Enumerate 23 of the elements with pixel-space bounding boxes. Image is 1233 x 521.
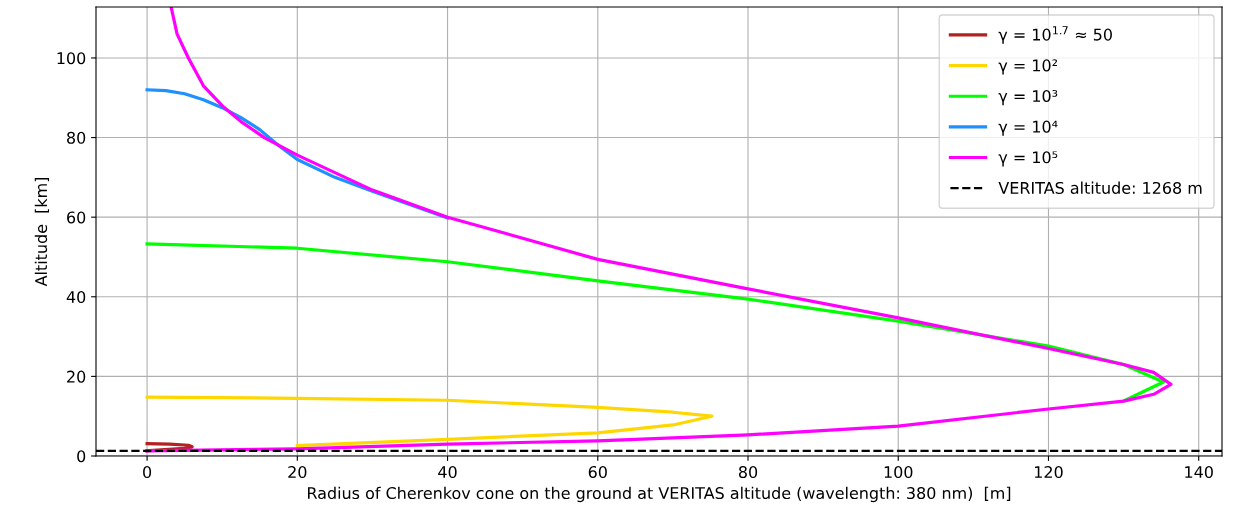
line-series	[145, 395, 714, 448]
x-tick-label: 60	[588, 466, 607, 479]
x-tick-label: 40	[438, 466, 457, 479]
x-axis-title: Radius of Cherenkov cone on the ground at VERITAS altitude (wavelength: 380 nm) [m]	[308, 486, 1011, 503]
y-tick-label: 80	[67, 131, 86, 144]
x-tick-label: 100	[884, 466, 913, 479]
legend-label: γ = 10$^{1.7}$ ≈ 50	[998, 26, 1112, 44]
y-tick-label: 100	[57, 52, 86, 65]
y-tick-label: 40	[66, 290, 86, 304]
x-tick-label: 140	[1185, 466, 1213, 479]
x-tick-label: 120	[1034, 466, 1063, 479]
x-tick-label: 20	[288, 466, 307, 479]
y-tick-label: 20	[67, 370, 86, 383]
legend-label: γ = 10³	[998, 89, 1058, 106]
y-tick-label: 60	[67, 211, 86, 224]
legend-label: γ = 10⁴	[998, 120, 1058, 136]
x-tick-label: 0	[143, 466, 152, 479]
x-tick-label: 80	[738, 466, 758, 479]
legend-label: VERITAS altitude: 1268 m	[998, 181, 1202, 194]
y-tick-label: 0	[77, 450, 86, 463]
legend-label: γ = 10⁵	[998, 151, 1058, 167]
y-axis-title: Altitude [km]	[34, 177, 50, 287]
legend-label: γ = 10²	[998, 59, 1058, 75]
